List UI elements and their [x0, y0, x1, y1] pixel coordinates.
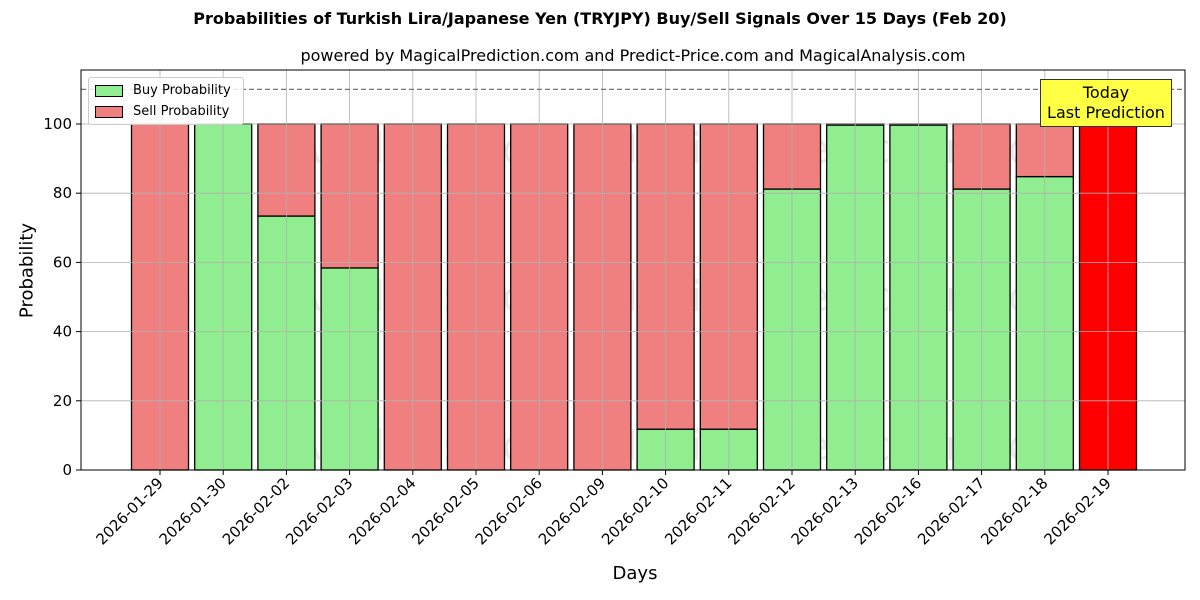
x-tick-label: 2026-02-17: [914, 474, 988, 548]
axes-frame: [80, 69, 1186, 471]
legend-label-buy: Buy Probability: [133, 83, 231, 98]
legend-item-buy: Buy Probability: [95, 83, 231, 98]
x-tick-label: 2026-02-18: [977, 474, 1051, 548]
y-tick-label: 60: [53, 253, 72, 271]
y-tick-label: 0: [62, 461, 72, 479]
chart-legend: Buy Probability Sell Probability: [88, 77, 244, 125]
chart-title: Probabilities of Turkish Lira/Japanese Y…: [193, 9, 1007, 28]
y-tick-label: 80: [53, 184, 72, 202]
last-prediction-label: Last Prediction: [1047, 103, 1165, 122]
x-tick-label: 2026-02-09: [535, 474, 609, 548]
x-tick-label: 2026-02-12: [724, 474, 798, 548]
x-tick-label: 2026-02-03: [282, 474, 356, 548]
y-tick-label: 40: [53, 323, 72, 341]
x-tick-label: 2026-02-05: [408, 474, 482, 548]
buy-swatch-icon: [95, 84, 123, 97]
sell-swatch-icon: [95, 105, 123, 118]
x-tick-label: 2026-01-30: [156, 474, 230, 548]
chart-subtitle: powered by MagicalPrediction.com and Pre…: [300, 46, 966, 65]
y-tick-label: 20: [53, 392, 72, 410]
legend-item-sell: Sell Probability: [95, 104, 229, 119]
legend-label-sell: Sell Probability: [133, 104, 230, 119]
x-tick-label: 2026-02-16: [851, 474, 925, 548]
x-tick-label: 2026-02-06: [472, 474, 546, 548]
x-tick-label: 2026-01-29: [92, 474, 166, 548]
today-label: Today: [1082, 83, 1130, 102]
x-tick-label: 2026-02-11: [661, 474, 735, 548]
x-tick-label: 2026-02-02: [219, 474, 293, 548]
y-tick-label: 100: [43, 115, 72, 133]
x-tick-label: 2026-02-10: [598, 474, 672, 548]
today-annotation: Today Last Prediction: [1040, 79, 1172, 127]
y-axis-label: Probability: [16, 222, 38, 319]
x-tick-label: 2026-02-04: [345, 474, 419, 548]
x-axis-label: Days: [612, 563, 658, 584]
x-tick-label: 2026-02-19: [1040, 474, 1114, 548]
x-tick-label: 2026-02-13: [788, 474, 862, 548]
